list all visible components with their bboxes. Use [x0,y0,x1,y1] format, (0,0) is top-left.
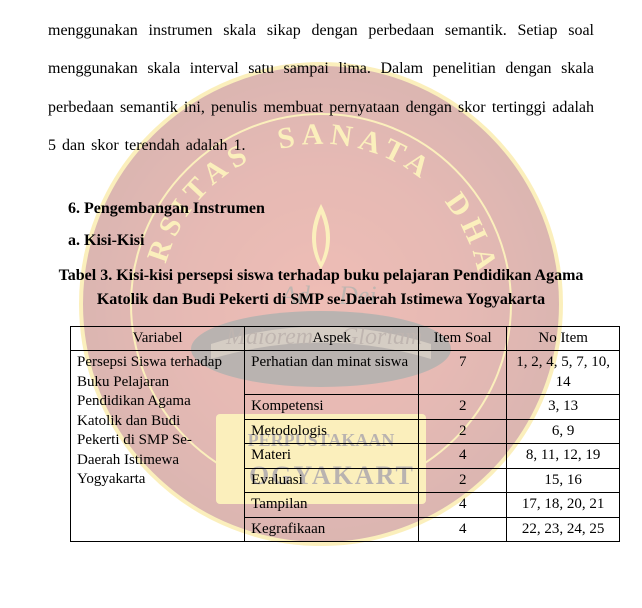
variabel-line: Yogyakarta [77,471,145,487]
table-caption-line1: Tabel 3. Kisi-kisi persepsi siswa terhad… [59,267,584,284]
variabel-cell: Persepsi Siswa terhadap Buku Pelajaran P… [71,351,245,542]
section-heading: 6. Pengembangan Instrumen [68,200,594,218]
item-cell: 7 [419,351,507,395]
table-row: Persepsi Siswa terhadap Buku Pelajaran P… [71,351,620,395]
header-item: Item Soal [419,326,507,351]
aspek-cell: Kompetensi [245,395,419,420]
subsection-heading: a. Kisi-Kisi [68,232,594,250]
variabel-line: Pekerti di SMP Se- [77,432,192,448]
page-content: menggunakan instrumen skala sikap dengan… [0,0,642,542]
aspek-cell: Perhatian dan minat siswa [245,351,419,395]
variabel-line: Persepsi Siswa terhadap [77,354,222,370]
item-cell: 4 [419,444,507,469]
no-cell: 22, 23, 24, 25 [507,517,620,542]
item-cell: 2 [419,419,507,444]
header-aspek: Aspek [245,326,419,351]
no-cell: 17, 18, 20, 21 [507,493,620,518]
item-cell: 4 [419,517,507,542]
item-cell: 4 [419,493,507,518]
aspek-cell: Materi [245,444,419,469]
item-cell: 2 [419,468,507,493]
no-cell: 8, 11, 12, 19 [507,444,620,469]
header-no: No Item [507,326,620,351]
variabel-line: Pendidikan Agama [77,393,191,409]
item-cell: 2 [419,395,507,420]
table-header-row: Variabel Aspek Item Soal No Item [71,326,620,351]
no-cell: 6, 9 [507,419,620,444]
table-caption-line2: Katolik dan Budi Pekerti di SMP se-Daera… [97,291,545,308]
body-paragraph: menggunakan instrumen skala sikap dengan… [48,12,594,166]
aspek-cell: Tampilan [245,493,419,518]
variabel-line: Buku Pelajaran [77,374,169,390]
variabel-line: Katolik dan Budi [77,413,180,429]
table-caption: Tabel 3. Kisi-kisi persepsi siswa terhad… [48,264,594,312]
aspek-cell: Metodologis [245,419,419,444]
aspek-cell: Kegrafikaan [245,517,419,542]
variabel-line: Daerah Istimewa [77,452,179,468]
no-cell: 15, 16 [507,468,620,493]
no-cell: 3, 13 [507,395,620,420]
header-variabel: Variabel [71,326,245,351]
aspek-cell: Evaluasi [245,468,419,493]
no-cell: 1, 2, 4, 5, 7, 10, 14 [507,351,620,395]
kisi-kisi-table: Variabel Aspek Item Soal No Item Perseps… [70,326,620,543]
